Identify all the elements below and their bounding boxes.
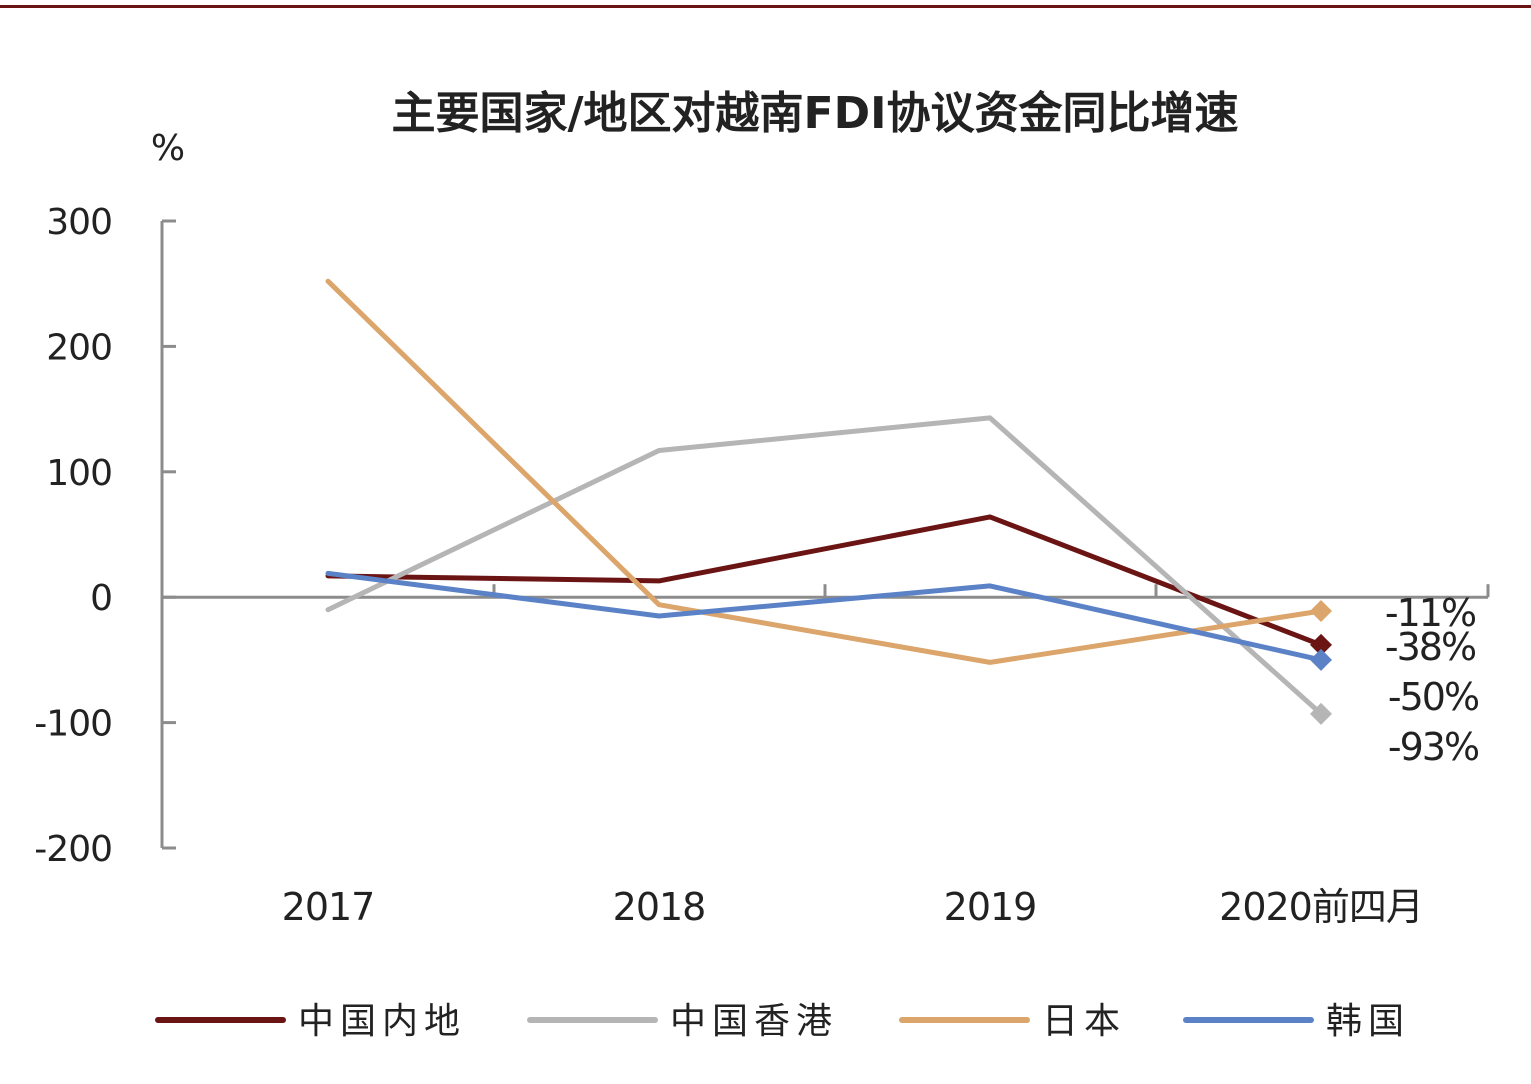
- end-marker-3: [1310, 648, 1332, 671]
- end-label: -38%: [1385, 625, 1476, 669]
- end-label: -11%: [1385, 591, 1476, 635]
- x-tick-label: 2018: [613, 885, 706, 929]
- y-tick-label: -200: [34, 829, 112, 870]
- end-label: -50%: [1388, 675, 1479, 719]
- x-tick-label: 2017: [282, 885, 375, 929]
- y-tick-label: -100: [34, 704, 112, 745]
- end-marker-1: [1310, 702, 1332, 725]
- x-axis: 2017 2018 2019 2020前四月: [162, 584, 1490, 929]
- legend-label: 韩国: [1326, 1001, 1410, 1042]
- legend-label: 日本: [1042, 1001, 1126, 1042]
- top-rule: [0, 5, 1531, 8]
- end-marker-0: [1310, 633, 1332, 656]
- series-lines: [325, 278, 1332, 725]
- end-value-labels: -11%-38% -50% -93%: [1385, 591, 1481, 769]
- y-axis-ticks: 300 200 100 0 -100 -200: [34, 202, 176, 870]
- series-line-1: [325, 415, 1324, 717]
- x-tick-label: 2020前四月: [1219, 885, 1423, 929]
- y-tick-label: 300: [46, 202, 112, 243]
- series-line-2: [325, 278, 1324, 665]
- x-tick-label: 2019: [944, 885, 1037, 929]
- y-tick-label: 0: [90, 578, 112, 619]
- y-axis-unit: %: [151, 128, 185, 169]
- end-label: -93%: [1388, 725, 1479, 769]
- y-tick-label: 100: [46, 453, 112, 494]
- end-marker-2: [1310, 599, 1332, 622]
- legend-label: 中国内地: [298, 1001, 466, 1042]
- chart-title: 主要国家/地区对越南FDI协议资金同比增速: [391, 88, 1238, 139]
- legend-label: 中国香港: [670, 1001, 838, 1042]
- y-tick-label: 200: [46, 327, 112, 368]
- series-line-3: [325, 570, 1324, 663]
- series-line-0: [325, 514, 1324, 648]
- legend: 中国内地 中国香港 日本 韩国: [155, 1001, 1410, 1042]
